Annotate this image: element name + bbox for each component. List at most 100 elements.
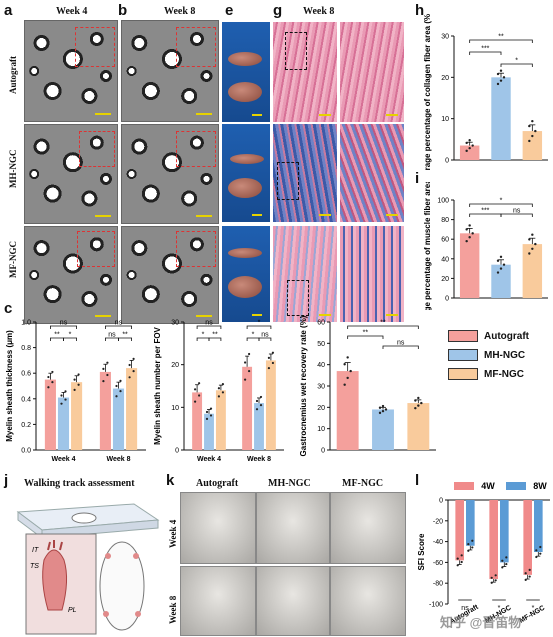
data-point bbox=[505, 562, 508, 566]
footprint-photo-mh-w4 bbox=[256, 492, 330, 564]
bar bbox=[99, 371, 111, 450]
data-point bbox=[460, 560, 463, 564]
bar bbox=[372, 409, 394, 450]
significance-bracket bbox=[50, 325, 77, 329]
tem-image-autograft-w8 bbox=[121, 20, 219, 122]
legend-item-autograft: Autograft bbox=[448, 330, 529, 342]
significance-label: *** bbox=[481, 46, 489, 53]
data-point bbox=[271, 351, 275, 354]
x-tick-label: Week 8 bbox=[247, 456, 271, 463]
bar bbox=[522, 244, 543, 298]
data-point bbox=[499, 267, 503, 270]
data-point bbox=[267, 356, 271, 359]
data-point bbox=[221, 383, 225, 386]
data-point bbox=[467, 549, 470, 552]
tem-header-week4: Week 4 bbox=[56, 6, 88, 17]
bar bbox=[57, 397, 70, 450]
y-tick-label: 0.4 bbox=[21, 396, 31, 403]
bar bbox=[489, 500, 498, 580]
data-point bbox=[414, 406, 417, 410]
y-tick-label: 50 bbox=[317, 341, 325, 348]
legend-label: Autograft bbox=[484, 330, 529, 342]
tem-image-mh-w4 bbox=[24, 124, 118, 224]
bar bbox=[204, 413, 214, 450]
muscle-photo-autograft bbox=[222, 22, 270, 122]
data-point bbox=[343, 363, 346, 366]
footprint-row-week4: Week 4 bbox=[168, 519, 178, 548]
bar bbox=[459, 233, 480, 298]
data-point bbox=[465, 149, 468, 153]
y-tick-label: 0 bbox=[445, 158, 449, 165]
data-point bbox=[346, 376, 349, 380]
y-axis-label: Gastrocnemius wet recovery rate (%) bbox=[299, 315, 308, 456]
legend-label: MF-NGC bbox=[484, 368, 524, 380]
significance-label: * bbox=[532, 605, 535, 612]
data-point bbox=[346, 356, 349, 359]
bar bbox=[126, 368, 138, 450]
significance-label: * bbox=[498, 605, 501, 612]
watermark: 知乎 @晋笛物 bbox=[440, 615, 522, 630]
significance-label: * bbox=[515, 58, 518, 65]
data-point bbox=[205, 410, 209, 414]
data-point bbox=[243, 361, 247, 364]
significance-bracket bbox=[208, 337, 222, 341]
data-point bbox=[217, 387, 221, 390]
data-point bbox=[209, 414, 213, 417]
y-tick-label: 20 bbox=[171, 362, 179, 369]
bar bbox=[265, 360, 276, 450]
bar bbox=[466, 500, 475, 546]
significance-bracket bbox=[63, 337, 77, 341]
data-point bbox=[77, 383, 80, 386]
significance-label: *** bbox=[481, 208, 489, 215]
data-point bbox=[471, 539, 474, 542]
data-point bbox=[381, 404, 385, 408]
y-tick-label: 1.0 bbox=[21, 320, 31, 327]
y-tick-label: 0.0 bbox=[21, 448, 31, 455]
data-point bbox=[106, 361, 109, 364]
tem-row-autograft: Autograft bbox=[8, 56, 18, 94]
data-point bbox=[73, 388, 76, 391]
data-point bbox=[499, 79, 503, 82]
significance-label: ns bbox=[461, 605, 469, 612]
label-it: IT bbox=[32, 547, 39, 554]
significance-label: ** bbox=[380, 320, 386, 327]
data-point bbox=[468, 146, 471, 150]
data-point bbox=[528, 139, 531, 143]
significance-bracket bbox=[196, 325, 222, 329]
x-tick-label: Week 4 bbox=[52, 456, 76, 463]
data-point bbox=[60, 394, 63, 397]
data-point bbox=[381, 409, 385, 413]
y-tick-label: 30 bbox=[317, 384, 325, 391]
y-tick-label: 10 bbox=[317, 426, 325, 433]
data-point bbox=[47, 375, 50, 379]
data-point bbox=[119, 390, 122, 393]
data-point bbox=[502, 76, 506, 79]
tem-image-mf-w4 bbox=[24, 226, 118, 324]
stain-zoom-mf bbox=[340, 226, 404, 322]
panel-label-j: j bbox=[4, 472, 9, 489]
legend-label: MH-NGC bbox=[484, 349, 526, 361]
bar bbox=[112, 388, 125, 450]
bar bbox=[491, 264, 511, 298]
tem-row-mh: MH-NGC bbox=[8, 149, 18, 189]
data-point bbox=[539, 545, 542, 549]
data-point bbox=[539, 552, 542, 555]
data-point bbox=[119, 379, 122, 382]
significance-bracket bbox=[347, 325, 419, 329]
footprint-row-week8: Week 8 bbox=[168, 595, 178, 624]
legend-label: 4W bbox=[481, 481, 495, 491]
y-tick-label: -80 bbox=[433, 581, 443, 588]
significance-label: ns bbox=[115, 320, 123, 327]
data-point bbox=[47, 386, 50, 389]
bar bbox=[534, 500, 543, 552]
data-point bbox=[247, 352, 251, 356]
significance-label: ** bbox=[122, 332, 128, 339]
data-point bbox=[193, 388, 197, 391]
bar bbox=[523, 500, 532, 575]
data-point bbox=[64, 390, 67, 393]
data-point bbox=[494, 579, 497, 582]
significance-label: * bbox=[500, 198, 503, 205]
legend-swatch bbox=[448, 368, 478, 380]
data-point bbox=[531, 233, 534, 236]
tem-image-mf-w8 bbox=[121, 226, 219, 324]
